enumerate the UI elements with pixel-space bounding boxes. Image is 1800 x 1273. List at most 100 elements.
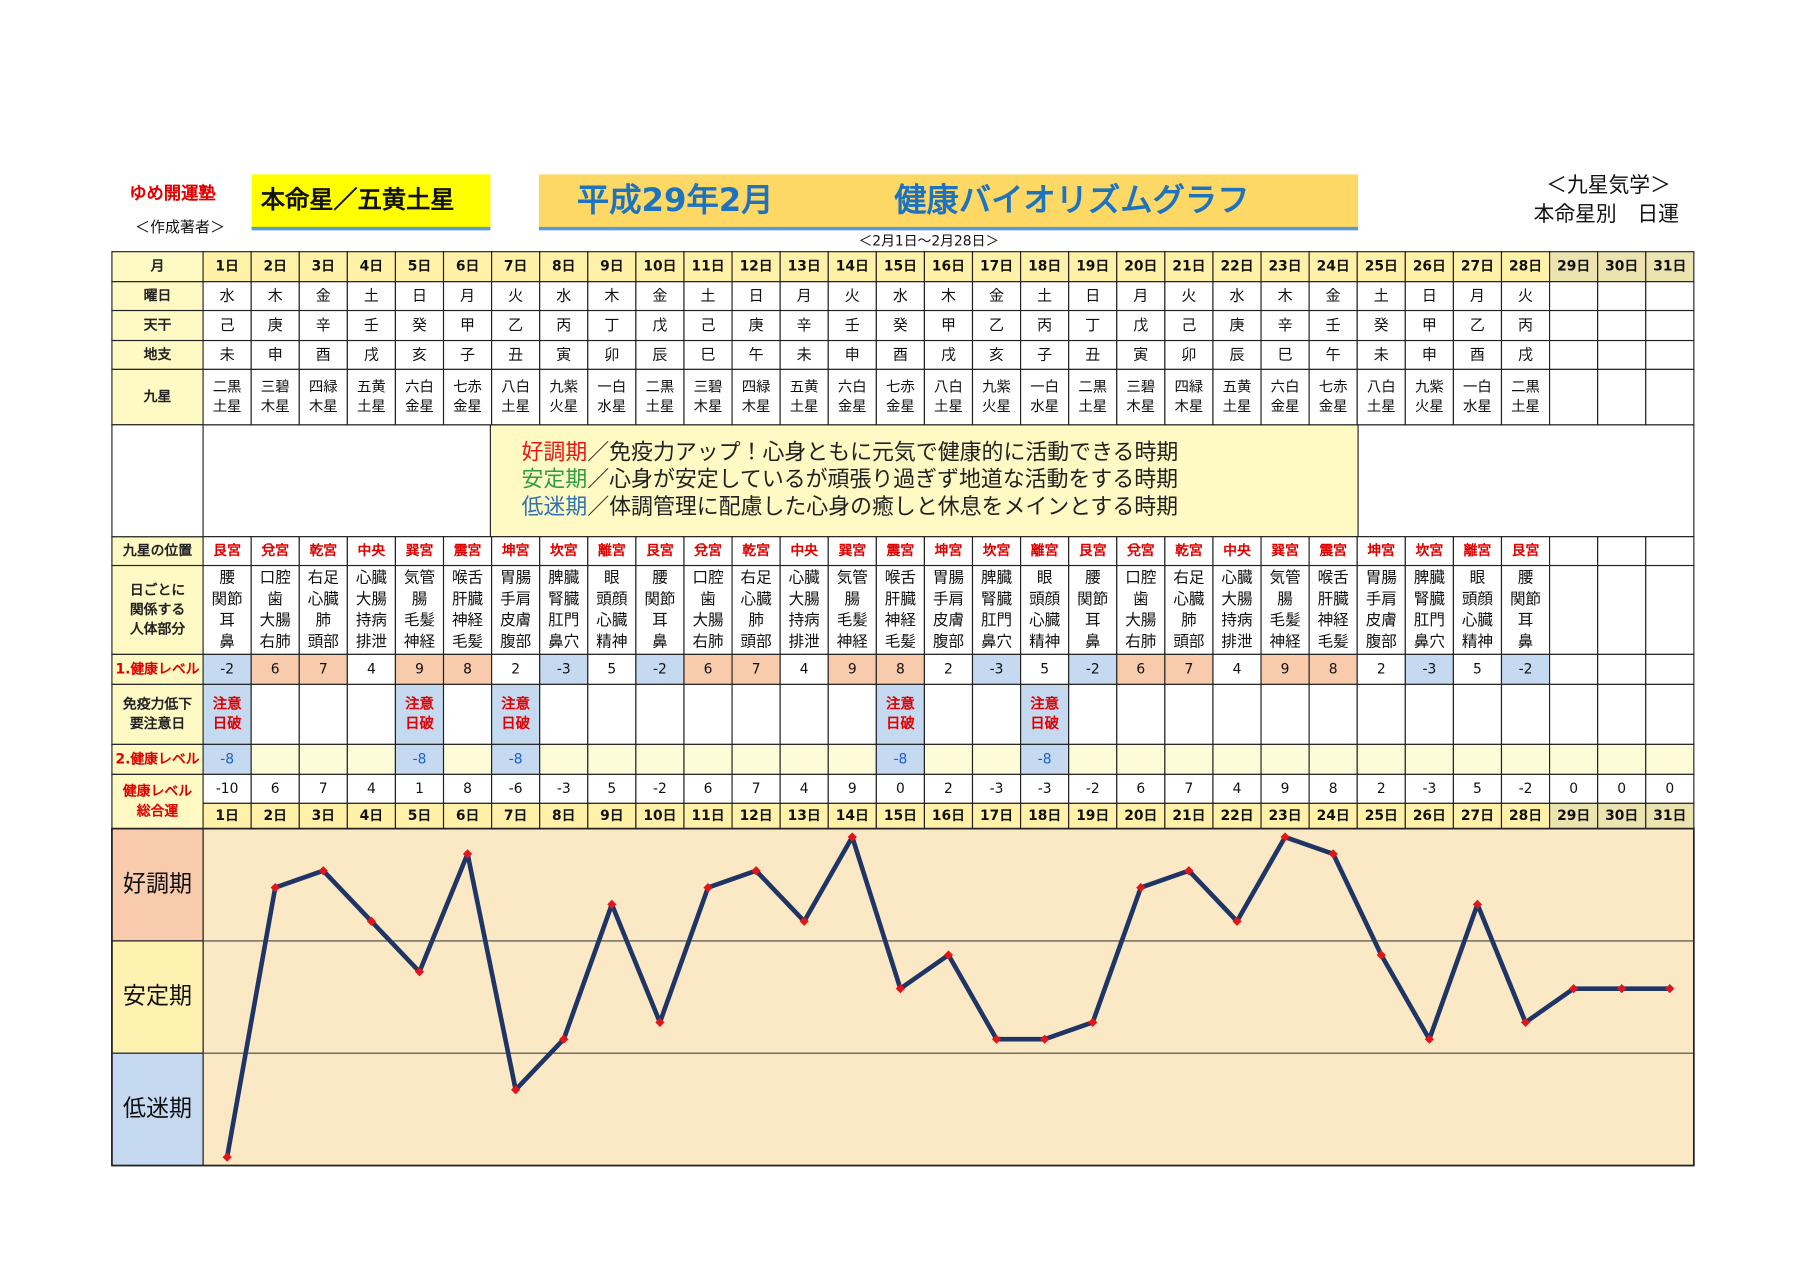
caution: 注意	[405, 695, 434, 713]
cell	[491, 339, 541, 370]
body-part: 鼻穴	[981, 632, 1012, 650]
star: 火星	[1415, 399, 1444, 415]
day-label: 1日	[215, 808, 238, 824]
cell	[1116, 564, 1166, 655]
caution-cell	[1020, 683, 1070, 745]
day-label: 21日	[1172, 808, 1205, 824]
body-part: 歯	[1133, 590, 1149, 608]
star: 三碧	[694, 378, 723, 395]
row-header-cell	[111, 564, 204, 655]
day-cell	[442, 251, 493, 283]
body-part: 腰	[652, 568, 668, 586]
point	[1328, 849, 1338, 859]
cell	[1597, 564, 1647, 655]
row-header-cell	[111, 653, 204, 685]
body-part: 喉舌	[885, 568, 916, 586]
body-part: 肛門	[981, 611, 1012, 629]
body-part: 神経	[1270, 632, 1302, 650]
shi: 巳	[701, 345, 716, 363]
kan: 壬	[1326, 316, 1341, 334]
shi: 亥	[412, 345, 427, 363]
cell	[298, 281, 348, 312]
cell	[1452, 309, 1503, 342]
total-value: -2	[1086, 781, 1100, 797]
position: 兌宮	[260, 542, 289, 559]
star: 五黄	[1223, 378, 1252, 395]
total-value: 4	[800, 781, 809, 797]
body-part: 頭顔	[1462, 590, 1494, 608]
day-label: 7日	[504, 808, 527, 824]
star: 水星	[597, 398, 626, 415]
caution-cell	[1116, 683, 1166, 745]
shi: 酉	[316, 345, 331, 363]
kan: 癸	[412, 316, 427, 334]
day-cell	[250, 802, 300, 830]
cell	[346, 309, 397, 342]
total-cell	[250, 773, 300, 804]
day-label: 19日	[1076, 808, 1109, 824]
cell	[394, 536, 445, 567]
total-value: 4	[1233, 781, 1242, 797]
body-part: 肺	[1181, 611, 1197, 629]
cell	[1500, 339, 1551, 370]
total-cell	[1404, 773, 1454, 804]
star: 金星	[1319, 398, 1348, 415]
cell	[1116, 309, 1166, 342]
cell	[1645, 564, 1695, 655]
cell	[346, 564, 397, 655]
total-value: -10	[216, 781, 239, 797]
shi: 申	[1422, 345, 1437, 363]
cell	[394, 564, 445, 655]
star: 木星	[1175, 398, 1204, 415]
cell	[298, 339, 348, 370]
star: 六白	[838, 378, 867, 395]
kan: 甲	[941, 316, 956, 334]
day-label: 2日	[263, 259, 286, 275]
day-label: 10日	[643, 808, 676, 824]
level1-value: 7	[1185, 661, 1194, 677]
cell	[1260, 368, 1310, 426]
star: 木星	[1126, 398, 1155, 415]
cell	[1645, 309, 1695, 342]
cell	[923, 368, 974, 426]
chart-title: 健康バイオリズムグラフ	[894, 181, 1249, 219]
cell	[1260, 564, 1310, 655]
star: 木星	[742, 398, 771, 415]
star: 水星	[1463, 398, 1492, 415]
body-part: 脾臓	[981, 568, 1013, 586]
day-label: 15日	[884, 259, 917, 275]
body-part: 心臓	[308, 590, 340, 608]
star: 一白	[597, 378, 626, 395]
weekday: 火	[1518, 287, 1533, 305]
cell	[298, 368, 348, 426]
level2-cell	[250, 743, 300, 775]
row-header: 月	[150, 259, 165, 275]
weekday: 月	[1133, 287, 1148, 305]
cell	[250, 309, 300, 342]
cell	[1020, 368, 1070, 426]
level1-cell	[1020, 653, 1070, 685]
caution-cell	[635, 683, 685, 745]
shi: 酉	[893, 345, 908, 363]
body-part: 腸	[412, 590, 428, 608]
weekday: 土	[1037, 287, 1052, 305]
level1-value: 9	[1281, 661, 1290, 677]
total-cell	[1260, 773, 1310, 804]
body-part: 肝臓	[1318, 590, 1350, 608]
row-header: 日ごとに	[130, 581, 185, 598]
level1-value: 5	[607, 661, 616, 677]
cell	[1452, 564, 1503, 655]
body-part: 肛門	[1414, 611, 1445, 629]
star: 五黄	[790, 378, 819, 395]
level2-cell	[1308, 743, 1358, 775]
body-part: 頭部	[741, 632, 772, 650]
weekday: 木	[1278, 287, 1293, 305]
body-part: 眼	[1470, 568, 1486, 586]
day-label: 22日	[1220, 808, 1253, 824]
body-part: 大腸	[692, 611, 723, 629]
day-cell	[1597, 802, 1647, 830]
level1-value: 9	[415, 661, 424, 677]
cell	[1549, 339, 1599, 370]
position: 艮宮	[1512, 542, 1540, 559]
star: 土星	[357, 398, 386, 415]
